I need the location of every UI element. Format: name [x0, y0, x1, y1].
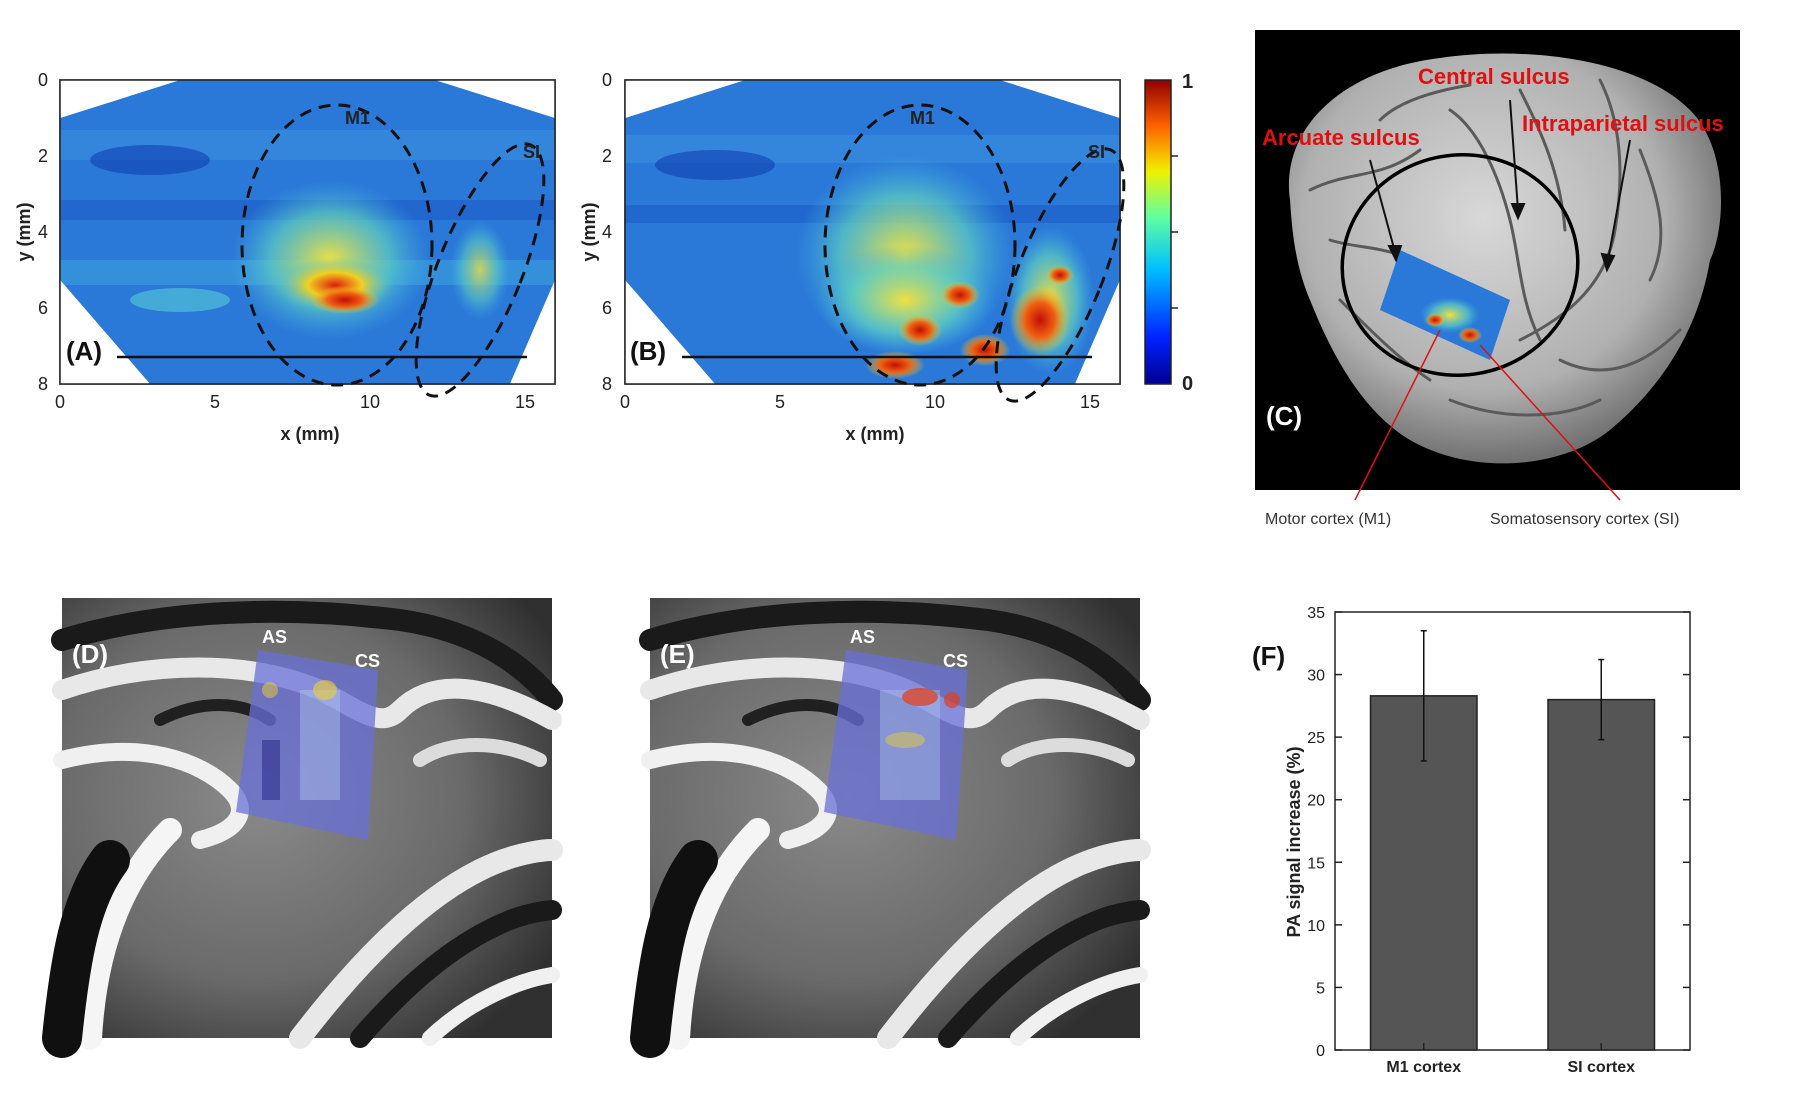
- x-tick: 15: [1080, 392, 1100, 412]
- central-sulcus-label: Central sulcus: [1418, 64, 1570, 89]
- y-tick: 2: [602, 146, 612, 166]
- x-tick-label: M1 cortex: [1386, 1059, 1461, 1076]
- arcuate-sulcus-label: Arcuate sulcus: [1262, 125, 1420, 150]
- x-tick-label: SI cortex: [1567, 1059, 1635, 1076]
- y-tick-label: 15: [1307, 855, 1325, 872]
- panel-tag: (E): [660, 639, 695, 669]
- y-axis-label: PA signal increase (%): [1284, 746, 1304, 937]
- y-tick: 8: [602, 374, 612, 394]
- y-axis-label: y (mm): [14, 202, 34, 261]
- motor-cortex-label: Motor cortex (M1): [1265, 511, 1391, 528]
- panel-b: M1 SI (B) 0 5 10 15 0 2 4 6 8 x (mm) y (…: [579, 70, 1126, 444]
- y-tick: 4: [38, 222, 48, 242]
- as-label: AS: [850, 627, 875, 647]
- y-tick: 6: [38, 298, 48, 318]
- y-tick-label: 30: [1307, 668, 1325, 685]
- x-tick: 0: [55, 392, 65, 412]
- y-tick-label: 35: [1307, 605, 1325, 622]
- bar: [1547, 698, 1656, 1051]
- y-tick-label: 0: [1316, 1043, 1325, 1060]
- panel-b-heatmap: [625, 80, 1120, 384]
- panel-tag: (F): [1252, 641, 1285, 671]
- intraparietal-sulcus-label: Intraparietal sulcus: [1522, 111, 1724, 136]
- y-axis-label: y (mm): [579, 202, 599, 261]
- colorbar-max-label: 1: [1182, 71, 1193, 93]
- cs-label: CS: [355, 651, 380, 671]
- y-tick-label: 10: [1307, 918, 1325, 935]
- y-tick-label: 25: [1307, 730, 1325, 747]
- panel-tag: (A): [66, 336, 102, 366]
- cs-label: CS: [943, 651, 968, 671]
- region-label-m1: M1: [345, 108, 370, 128]
- y-tick: 4: [602, 222, 612, 242]
- panel-tag: (C): [1266, 401, 1302, 431]
- si-region-outline: [414, 142, 546, 398]
- y-tick-label: 20: [1307, 793, 1325, 810]
- panel-e: AS CS (E): [630, 598, 1151, 1058]
- motor-pointer-line: [1354, 329, 1441, 501]
- panel-tag: (B): [630, 336, 666, 366]
- panel-tag: (D): [72, 639, 108, 669]
- x-tick: 10: [360, 392, 380, 412]
- x-axis-label: x (mm): [845, 424, 904, 444]
- somato-pointer-line: [1479, 344, 1621, 501]
- region-label-si: SI: [1088, 142, 1105, 162]
- x-tick: 5: [775, 392, 785, 412]
- as-label: AS: [262, 627, 287, 647]
- y-tick: 6: [602, 298, 612, 318]
- colorbar-gradient: [1144, 79, 1172, 385]
- x-tick: 10: [925, 392, 945, 412]
- m1-region-outline: [240, 103, 434, 387]
- m1-region-outline: [823, 103, 1017, 387]
- region-circle: [1340, 153, 1580, 377]
- colorbar: 1 0: [1144, 71, 1193, 395]
- y-tick: 2: [38, 146, 48, 166]
- y-tick: 0: [602, 70, 612, 90]
- si-region-outline: [994, 147, 1126, 403]
- panel-d: AS CS (D): [42, 598, 563, 1058]
- x-tick: 0: [620, 392, 630, 412]
- y-tick-label: 5: [1316, 980, 1325, 997]
- panel-a-heatmap: [60, 80, 555, 384]
- x-axis-label: x (mm): [280, 424, 339, 444]
- x-tick: 5: [210, 392, 220, 412]
- panel-c: Central sulcus Arcuate sulcus Intraparie…: [1255, 30, 1740, 528]
- x-tick: 15: [515, 392, 535, 412]
- sulcus-arrows: [1369, 99, 1631, 273]
- panel-f-chart: (F) PA signal increase (%) 0 5 10 15 20 25 30 3…: [1252, 605, 1691, 1076]
- region-label-m1: M1: [910, 108, 935, 128]
- colorbar-min-label: 0: [1182, 373, 1193, 395]
- region-label-si: SI: [523, 142, 540, 162]
- y-tick: 8: [38, 374, 48, 394]
- somatosensory-cortex-label: Somatosensory cortex (SI): [1490, 511, 1679, 528]
- panel-a: M1 SI (A) 0 5 10 15 0 2 4 6 8 x (mm) y (…: [14, 70, 556, 444]
- y-tick: 0: [38, 70, 48, 90]
